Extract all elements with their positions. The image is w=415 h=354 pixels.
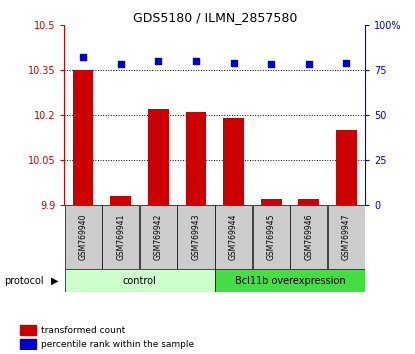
- Point: [230, 60, 237, 65]
- Bar: [148, 109, 168, 205]
- Text: transformed count: transformed count: [42, 326, 126, 335]
- Text: GSM769942: GSM769942: [154, 214, 163, 261]
- Bar: [20, 325, 36, 335]
- Text: GSM769943: GSM769943: [191, 214, 200, 261]
- Text: ▶: ▶: [51, 275, 58, 286]
- Text: GSM769947: GSM769947: [342, 214, 351, 261]
- Bar: [261, 199, 281, 205]
- FancyBboxPatch shape: [64, 205, 102, 269]
- Text: percentile rank within the sample: percentile rank within the sample: [42, 340, 195, 349]
- FancyBboxPatch shape: [140, 205, 177, 269]
- Text: GSM769941: GSM769941: [116, 214, 125, 261]
- Text: control: control: [123, 275, 156, 286]
- Point: [343, 60, 350, 65]
- Title: GDS5180 / ILMN_2857580: GDS5180 / ILMN_2857580: [132, 11, 297, 24]
- Text: GSM769946: GSM769946: [304, 214, 313, 261]
- Text: GSM769940: GSM769940: [78, 214, 88, 261]
- Point: [305, 62, 312, 67]
- FancyBboxPatch shape: [215, 269, 365, 292]
- Text: protocol: protocol: [4, 275, 44, 286]
- Text: Bcl11b overexpression: Bcl11b overexpression: [234, 275, 345, 286]
- Bar: [110, 196, 131, 205]
- FancyBboxPatch shape: [102, 205, 139, 269]
- FancyBboxPatch shape: [253, 205, 290, 269]
- FancyBboxPatch shape: [215, 205, 252, 269]
- FancyBboxPatch shape: [177, 205, 215, 269]
- FancyBboxPatch shape: [290, 205, 327, 269]
- Text: GSM769944: GSM769944: [229, 214, 238, 261]
- Point: [80, 55, 86, 60]
- Bar: [298, 199, 319, 205]
- Bar: [336, 130, 357, 205]
- Point: [193, 58, 199, 64]
- FancyBboxPatch shape: [328, 205, 365, 269]
- Bar: [73, 70, 93, 205]
- Bar: [223, 118, 244, 205]
- Point: [268, 62, 274, 67]
- FancyBboxPatch shape: [64, 269, 215, 292]
- Bar: [186, 112, 206, 205]
- Bar: [20, 339, 36, 349]
- Point: [155, 58, 162, 64]
- Point: [117, 62, 124, 67]
- Text: GSM769945: GSM769945: [267, 214, 276, 261]
